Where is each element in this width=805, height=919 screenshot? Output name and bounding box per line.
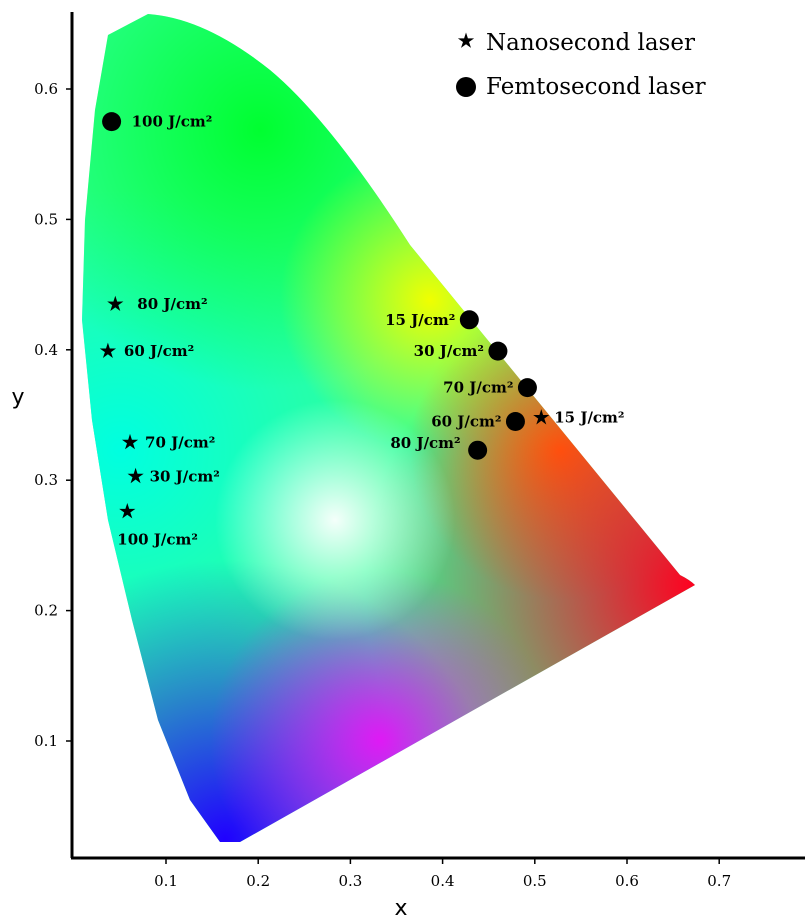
point-label: 15 J/cm² [385,311,455,329]
x-axis-title: x [394,896,407,919]
legend-star-marker [457,32,475,48]
x-tick-label: 0.5 [523,872,547,890]
circle-marker [468,440,488,460]
star-marker [107,295,124,311]
point-label: 30 J/cm² [150,467,220,485]
circle-marker [488,341,508,361]
point-label: 70 J/cm² [145,433,215,451]
y-tick-label: 0.1 [34,732,58,750]
circle-marker [102,112,122,132]
axes: 0.1 0.2 0.3 0.4 0.5 0.6 0.7 0.1 0.2 0.3 0.4 0.5 0.6… [11,12,805,919]
legend-circle-marker [456,77,476,97]
y-tick-labels: 0.1 0.2 0.3 0.4 0.5 0.6 [34,80,72,750]
circle-marker [517,378,537,398]
circle-marker [505,412,525,432]
star-marker [99,342,116,358]
point-label: 60 J/cm² [431,413,501,431]
x-tick-label: 0.6 [615,872,639,890]
y-axis-title: y [11,385,24,410]
x-tick-label: 0.7 [707,872,731,890]
star-marker [119,503,136,519]
chromaticity-gamut [82,14,695,842]
point-label: 100 J/cm² [117,530,198,548]
star-marker [533,409,550,425]
point-label: 15 J/cm² [554,409,624,427]
legend: Nanosecond laser Femtosecond laser [456,30,706,100]
x-tick-label: 0.4 [431,872,455,890]
x-tick-labels: 0.1 0.2 0.3 0.4 0.5 0.6 0.7 [154,858,731,890]
y-tick-label: 0.4 [34,341,58,359]
point-label: 80 J/cm² [137,295,207,313]
x-tick-label: 0.3 [338,872,362,890]
point-label: 70 J/cm² [443,379,513,397]
y-tick-label: 0.2 [34,602,58,620]
star-marker [122,433,139,450]
circle-marker [459,310,479,330]
point-label: 100 J/cm² [132,113,213,131]
y-tick-label: 0.6 [34,80,58,98]
point-label: 60 J/cm² [124,342,194,360]
point-label: 30 J/cm² [414,342,484,360]
series-nanosecond-laser: 80 J/cm² 60 J/cm² 70 J/cm² 30 J/cm² 100 J/cm… [99,295,625,548]
legend-label: Femtosecond laser [486,74,706,100]
x-tick-label: 0.2 [246,872,270,890]
y-tick-label: 0.3 [34,471,58,489]
point-label: 80 J/cm² [390,434,460,452]
series-femtosecond-laser: 100 J/cm² 15 J/cm² 30 J/cm² 70 J/cm² 60 J/cm… [102,112,537,460]
legend-label: Nanosecond laser [486,30,695,56]
star-marker [127,467,144,484]
y-tick-label: 0.5 [34,210,58,228]
x-tick-label: 0.1 [154,872,178,890]
